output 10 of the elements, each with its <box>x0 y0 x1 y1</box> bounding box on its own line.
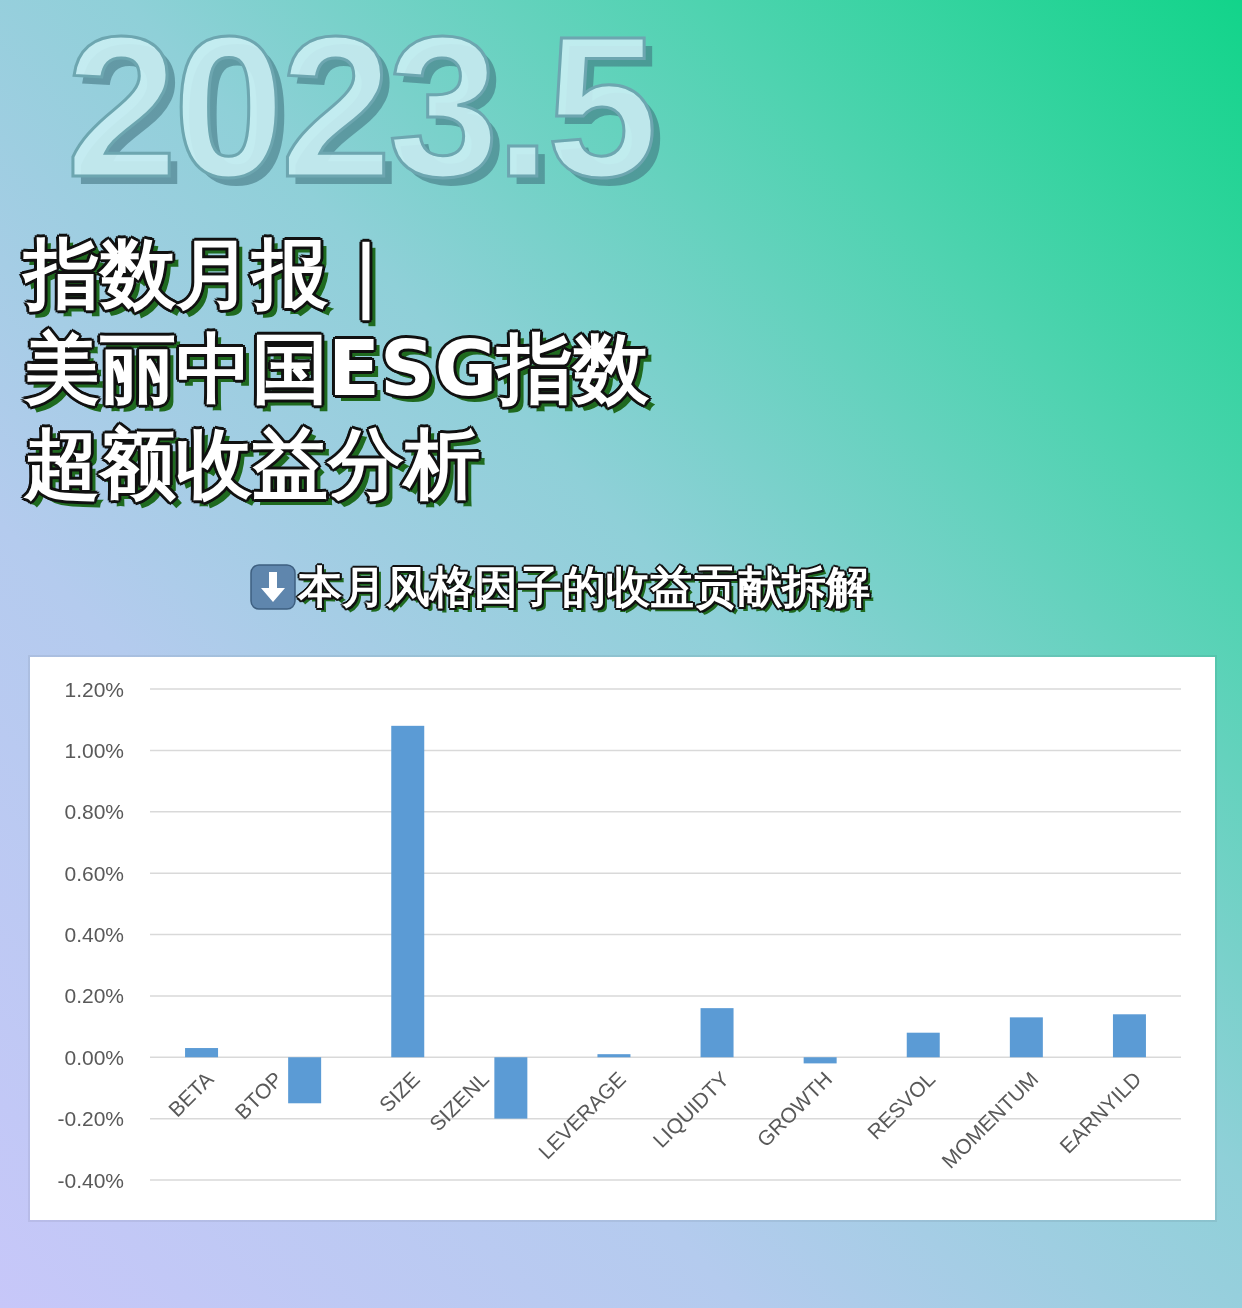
y-tick-label: 1.20% <box>64 677 124 701</box>
y-tick-label: 1.00% <box>64 738 124 762</box>
y-tick-label: 0.80% <box>64 800 124 824</box>
subtitle: 本月风格因子的收益贡献拆解 <box>298 560 870 614</box>
y-tick-label: 0.40% <box>64 923 124 946</box>
y-tick-label: -0.20% <box>57 1107 124 1131</box>
y-tick-label: 0.20% <box>64 984 124 1008</box>
y-tick-label: 0.00% <box>64 1045 124 1069</box>
y-tick-label: 0.60% <box>64 861 124 885</box>
y-tick-label: -0.40% <box>57 1168 124 1192</box>
